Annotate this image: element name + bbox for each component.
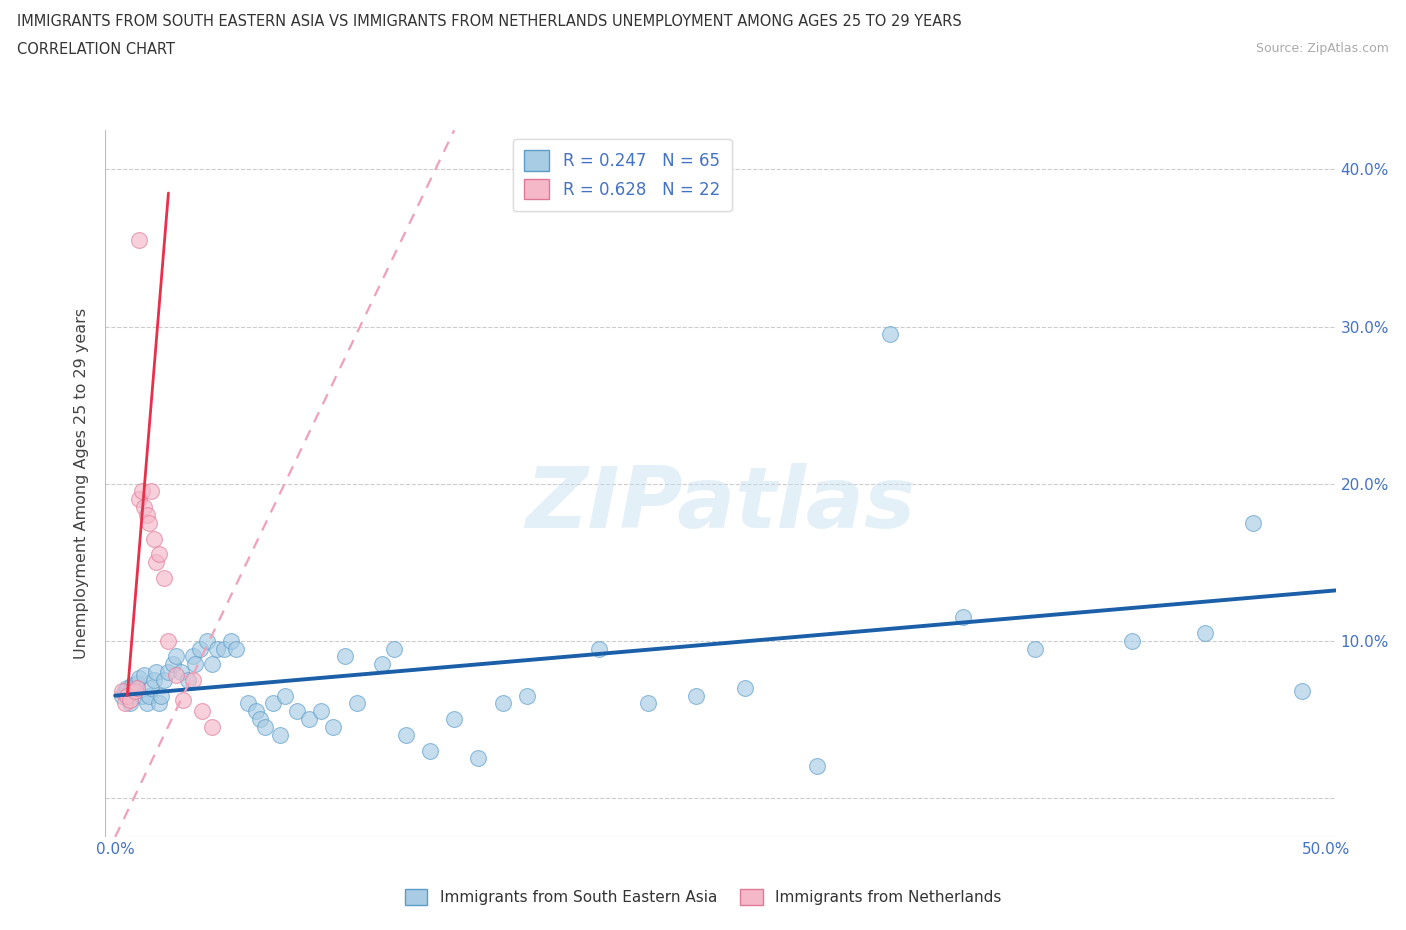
Point [111,684,134,698]
Point [221,633,243,648]
Point [443,711,465,726]
Point [165,649,187,664]
Point [952,610,974,625]
Point [273,688,295,703]
Point [169,665,191,680]
Point [269,727,291,742]
Text: Source: ZipAtlas.com: Source: ZipAtlas.com [1256,42,1389,55]
Point [181,672,204,687]
Point [165,668,187,683]
Point [152,672,174,687]
Point [201,720,224,735]
Point [346,696,368,711]
Point [238,696,260,711]
Point [145,554,167,569]
Point [879,327,901,342]
Point [1024,641,1046,656]
Point [285,704,308,719]
Point [212,641,235,656]
Point [184,657,207,671]
Point [131,688,153,703]
Point [142,672,165,687]
Point [118,696,141,711]
Point [322,720,344,735]
Point [172,693,194,708]
Point [1194,625,1216,640]
Point [152,570,174,585]
Point [128,232,150,247]
Point [201,657,224,671]
Point [806,759,828,774]
Point [249,711,271,726]
Point [309,704,332,719]
Point [148,696,170,711]
Point [298,711,321,726]
Point [516,688,538,703]
Legend: R = 0.247   N = 65, R = 0.628   N = 22: R = 0.247 N = 65, R = 0.628 N = 22 [513,139,731,211]
Point [135,508,157,523]
Point [588,641,610,656]
Point [128,492,150,507]
Point [188,641,211,656]
Point [141,484,163,498]
Point [138,515,160,530]
Point [254,720,277,735]
Point [114,684,136,698]
Text: IMMIGRANTS FROM SOUTH EASTERN ASIA VS IMMIGRANTS FROM NETHERLANDS UNEMPLOYMENT A: IMMIGRANTS FROM SOUTH EASTERN ASIA VS IM… [17,14,962,29]
Legend: Immigrants from South Eastern Asia, Immigrants from Netherlands: Immigrants from South Eastern Asia, Immi… [398,883,1008,911]
Point [157,633,180,648]
Point [135,696,157,711]
Point [734,681,756,696]
Point [1241,515,1264,530]
Y-axis label: Unemployment Among Ages 25 to 29 years: Unemployment Among Ages 25 to 29 years [75,308,90,659]
Point [124,684,146,698]
Point [467,751,489,766]
Point [245,704,267,719]
Point [111,688,134,703]
Point [191,704,214,719]
Text: ZIPatlas: ZIPatlas [526,463,915,546]
Point [117,681,139,696]
Point [637,696,659,711]
Point [114,696,136,711]
Point [124,684,146,698]
Point [131,484,153,498]
Point [142,531,165,546]
Point [382,641,405,656]
Point [177,672,200,687]
Point [205,641,228,656]
Point [125,681,148,696]
Point [419,743,441,758]
Point [134,668,156,683]
Point [157,665,180,680]
Point [1291,684,1313,698]
Point [134,499,156,514]
Point [138,688,160,703]
Point [195,633,218,648]
Point [181,649,204,664]
Point [121,677,143,692]
Text: CORRELATION CHART: CORRELATION CHART [17,42,174,57]
Point [370,657,392,671]
Point [128,671,150,685]
Point [141,681,163,696]
Point [1121,633,1143,648]
Point [491,696,513,711]
Point [225,641,247,656]
Point [395,727,418,742]
Point [145,665,167,680]
Point [117,688,139,703]
Point [125,675,148,690]
Point [162,657,184,671]
Point [150,688,173,703]
Point [148,547,170,562]
Point [262,696,284,711]
Point [335,649,357,664]
Point [118,693,141,708]
Point [685,688,707,703]
